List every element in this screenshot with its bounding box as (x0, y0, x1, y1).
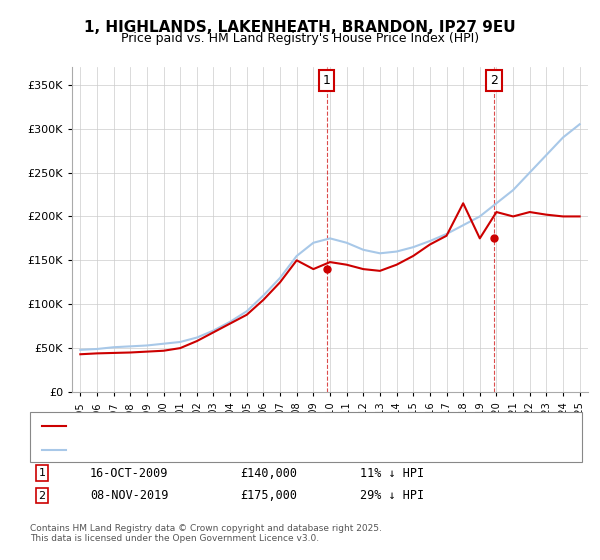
Text: 11% ↓ HPI: 11% ↓ HPI (360, 466, 424, 480)
Text: 1, HIGHLANDS, LAKENHEATH, BRANDON, IP27 9EU: 1, HIGHLANDS, LAKENHEATH, BRANDON, IP27 … (84, 20, 516, 35)
Text: 16-OCT-2009: 16-OCT-2009 (90, 466, 169, 480)
Text: £175,000: £175,000 (240, 489, 297, 502)
Text: Price paid vs. HM Land Registry's House Price Index (HPI): Price paid vs. HM Land Registry's House … (121, 32, 479, 45)
Text: 1: 1 (38, 468, 46, 478)
Text: 2: 2 (490, 74, 498, 87)
Text: 29% ↓ HPI: 29% ↓ HPI (360, 489, 424, 502)
Text: £140,000: £140,000 (240, 466, 297, 480)
Text: HPI: Average price, semi-detached house, West Suffolk: HPI: Average price, semi-detached house,… (72, 445, 359, 455)
Text: 2: 2 (38, 491, 46, 501)
Text: 1, HIGHLANDS, LAKENHEATH, BRANDON, IP27 9EU (semi-detached house): 1, HIGHLANDS, LAKENHEATH, BRANDON, IP27 … (72, 421, 459, 431)
Text: Contains HM Land Registry data © Crown copyright and database right 2025.
This d: Contains HM Land Registry data © Crown c… (30, 524, 382, 543)
Text: 1: 1 (323, 74, 331, 87)
Text: 08-NOV-2019: 08-NOV-2019 (90, 489, 169, 502)
